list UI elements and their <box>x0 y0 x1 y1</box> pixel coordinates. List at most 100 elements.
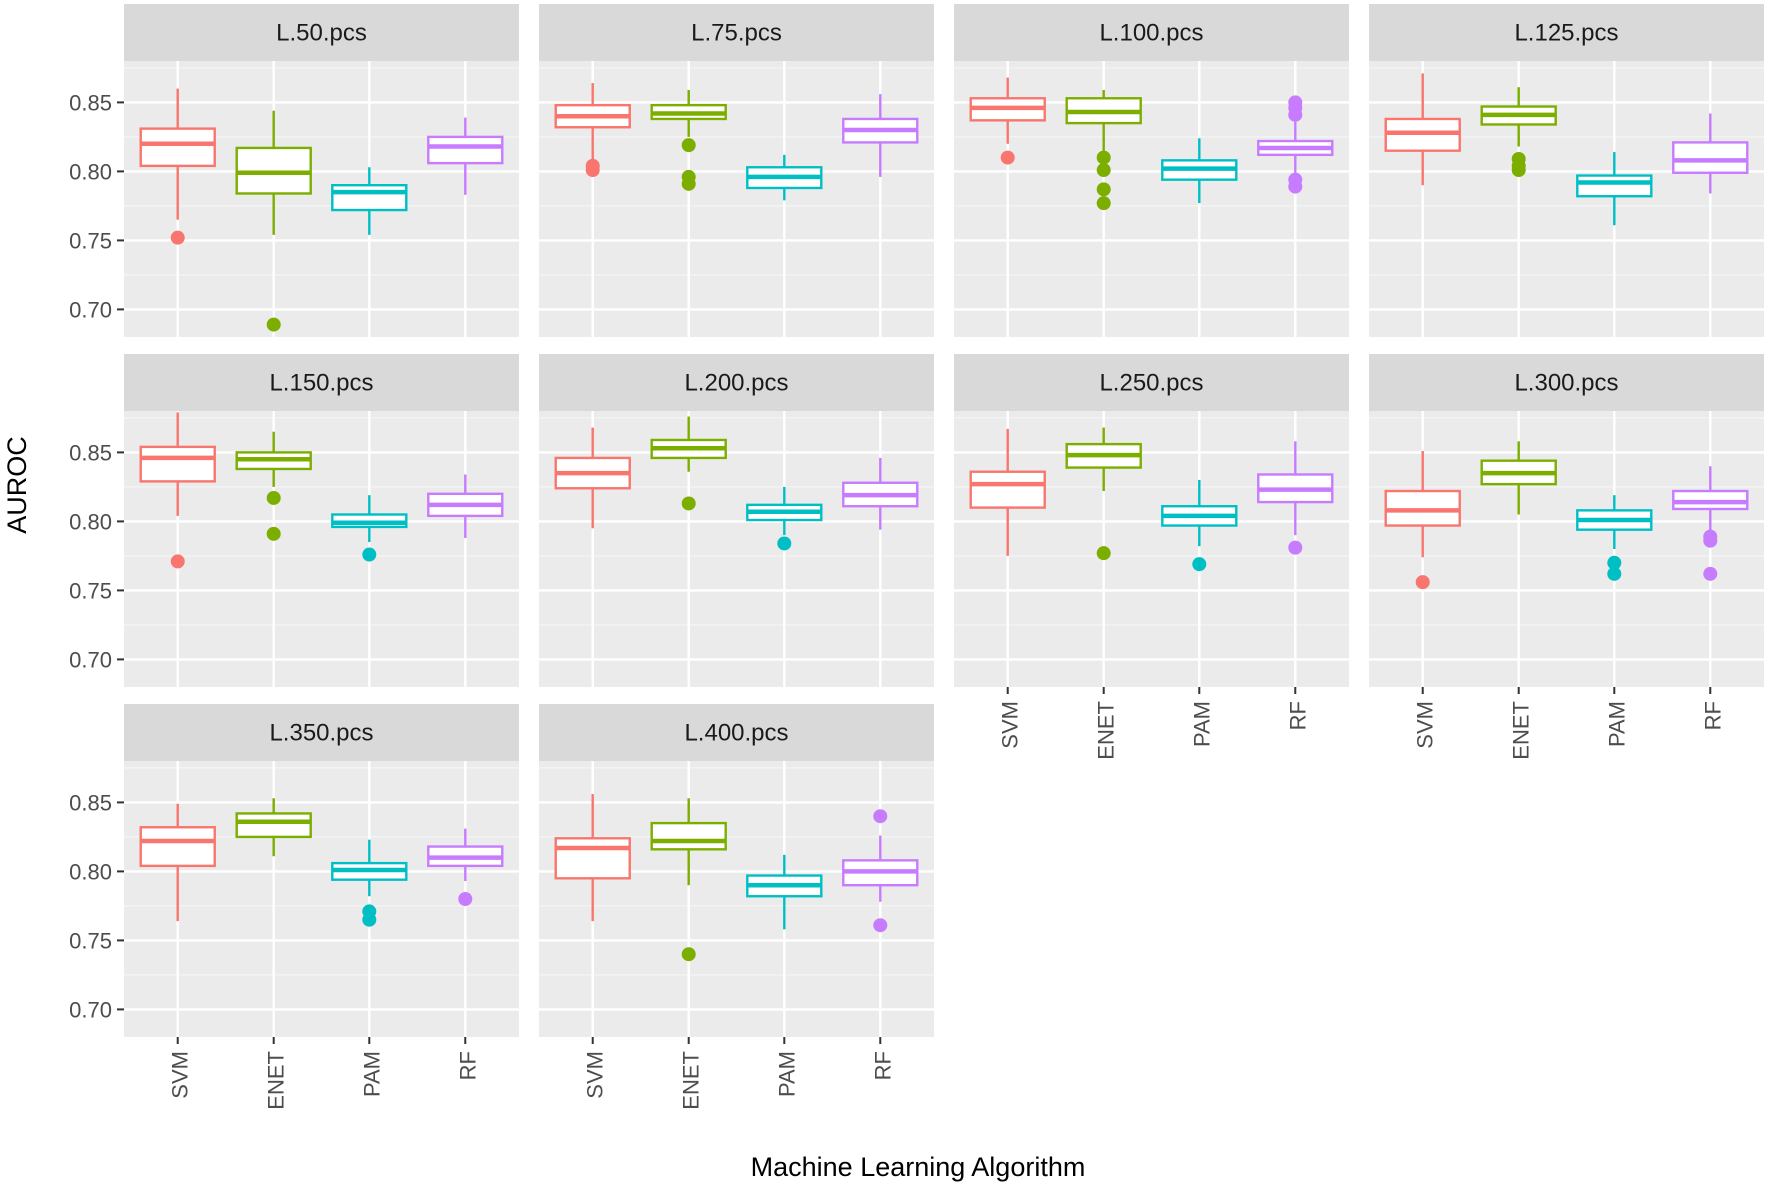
y-tick-label: 0.75 <box>69 228 112 253</box>
panel-title: L.100.pcs <box>1099 20 1203 47</box>
y-tick-label: 0.80 <box>69 859 112 884</box>
box-enet <box>235 431 312 541</box>
box-iqr <box>331 183 408 212</box>
panel-background <box>539 761 934 1037</box>
panel-strip <box>539 4 934 61</box>
outlier-point <box>1096 196 1111 211</box>
outlier-point <box>266 490 281 505</box>
outlier-point <box>458 892 473 906</box>
x-axis-title: Machine Learning Algorithm <box>751 1152 1086 1182</box>
outlier-point <box>1607 566 1622 581</box>
outlier-point <box>170 230 185 245</box>
panel-title: L.350.pcs <box>269 720 373 747</box>
x-tick-label: RF <box>1285 701 1310 730</box>
box-rf <box>1257 95 1334 194</box>
box-enet <box>650 89 727 191</box>
outlier-point <box>266 526 281 541</box>
panel-title: L.200.pcs <box>684 370 788 397</box>
x-tick-label: SVM <box>1413 701 1438 749</box>
box-enet <box>235 110 312 332</box>
x-tick-label: ENET <box>1094 701 1119 760</box>
y-axis-title: AUROC <box>2 436 32 534</box>
box-iqr <box>235 812 312 839</box>
box-svm <box>139 412 216 569</box>
box-enet <box>650 798 727 962</box>
outlier-point <box>681 176 696 191</box>
panel: L.300.pcs <box>1369 354 1764 687</box>
panel-strip <box>954 4 1349 61</box>
x-tick-label: ENET <box>679 1051 704 1110</box>
panel-strip <box>124 4 519 61</box>
box-pam <box>746 154 823 201</box>
outlier-point <box>362 912 377 927</box>
outlier-point <box>1607 555 1622 570</box>
box-rf <box>842 94 919 177</box>
box-svm <box>139 88 216 245</box>
panel-title: L.400.pcs <box>684 720 788 747</box>
box-enet <box>1065 427 1142 561</box>
y-axis: 0.70 0.75 0.80 0.85 <box>69 440 124 672</box>
x-tick-label: PAM <box>774 1051 799 1097</box>
outlier-point <box>266 317 281 332</box>
box-iqr <box>139 826 216 868</box>
box-rf <box>427 474 504 538</box>
panel: L.50.pcs <box>124 4 519 337</box>
x-tick-label: SVM <box>583 1051 608 1099</box>
panel-strip <box>124 354 519 411</box>
box-rf <box>427 828 504 906</box>
panel-title: L.125.pcs <box>1514 20 1618 47</box>
outlier-point <box>1192 557 1207 572</box>
panel: L.250.pcs <box>954 354 1349 687</box>
box-rf <box>1257 441 1334 555</box>
outlier-point <box>1096 546 1111 561</box>
x-axis: SVM ENET PAM RF <box>998 687 1310 760</box>
outlier-point <box>1415 575 1430 590</box>
panel-title: L.50.pcs <box>276 20 367 47</box>
panel-strip <box>1369 4 1764 61</box>
box-svm <box>969 428 1046 556</box>
box-pam <box>331 495 408 562</box>
panel-strip <box>1369 354 1764 411</box>
y-tick-label: 0.85 <box>69 790 112 815</box>
box-enet <box>650 416 727 511</box>
panel-strip <box>539 704 934 761</box>
x-tick-label: SVM <box>998 701 1023 749</box>
box-svm <box>1384 451 1461 590</box>
panel: L.200.pcs <box>539 354 934 687</box>
outlier-point <box>1288 179 1303 194</box>
y-tick-label: 0.70 <box>69 997 112 1022</box>
y-tick-label: 0.70 <box>69 297 112 322</box>
outlier-point <box>1000 150 1015 165</box>
outlier-point <box>873 918 888 933</box>
outlier-point <box>1096 150 1111 165</box>
x-tick-label: PAM <box>1604 701 1629 747</box>
outlier-point <box>1096 163 1111 178</box>
panel-background <box>124 761 519 1037</box>
panel: L.150.pcs <box>124 354 519 687</box>
panel-strip <box>954 354 1349 411</box>
box-svm <box>139 803 216 922</box>
panel-background <box>1369 61 1764 337</box>
x-tick-label: SVM <box>168 1051 193 1099</box>
box-pam <box>1576 495 1653 581</box>
y-tick-label: 0.85 <box>69 440 112 465</box>
box-rf <box>427 117 504 195</box>
box-pam <box>746 854 823 930</box>
box-rf <box>842 457 919 530</box>
outlier-point <box>1703 566 1718 581</box>
x-tick-label: PAM <box>359 1051 384 1097</box>
panel-strip <box>539 354 934 411</box>
panel-background <box>1369 411 1764 687</box>
outlier-point <box>1511 163 1526 178</box>
box-enet <box>235 798 312 857</box>
outlier-point <box>681 496 696 511</box>
outlier-point <box>362 547 377 562</box>
y-axes-layer: 0.70 0.75 0.80 0.85 0.70 0.75 0.80 0.85 0.70 0.75… <box>69 90 124 1022</box>
outlier-point <box>1703 533 1718 548</box>
panels-layer: L.50.pcs L.75.pcs L.100.pcs L.125.pcs L.150.… <box>124 4 1764 1037</box>
outlier-point <box>1288 107 1303 122</box>
panel-background <box>954 411 1349 687</box>
box-rf <box>1672 113 1749 194</box>
box-pam <box>746 486 823 551</box>
box-iqr <box>554 837 631 880</box>
